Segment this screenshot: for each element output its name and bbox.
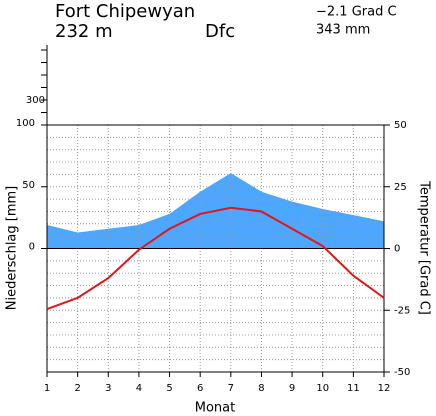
x-tick-label: 2 <box>74 383 80 394</box>
elevation: 232 m <box>55 21 113 42</box>
x-tick-label: 5 <box>166 383 172 394</box>
x-tick-label: 12 <box>378 383 391 394</box>
y2-tick-label: 0 <box>394 244 400 255</box>
y2-tick-label: 25 <box>394 182 407 193</box>
x-tick-label: 3 <box>105 383 111 394</box>
y2-tick-label: -50 <box>394 367 410 378</box>
x-tick-label: 7 <box>228 383 234 394</box>
x-tick-label: 11 <box>347 383 360 394</box>
y-axis-label: Niederschlag [mm] <box>5 186 20 311</box>
y2-tick-label: -25 <box>394 305 410 316</box>
y-tick-label: 50 <box>22 180 35 191</box>
temperature-line <box>46 206 385 310</box>
x-tick-label: 4 <box>136 383 142 394</box>
x-axis-label: Monat <box>195 401 235 416</box>
chart-title: Fort Chipewyan <box>55 1 195 22</box>
x-tick-label: 10 <box>316 383 329 394</box>
x-tick-label: 8 <box>258 383 264 394</box>
y2-tick-label: 50 <box>394 120 407 131</box>
x-tick-label: 9 <box>289 383 295 394</box>
x-tick-label: 6 <box>197 383 203 394</box>
y-tick-label: 0 <box>29 242 35 253</box>
y2-axis-label: Temperatur [Grad C] <box>417 180 432 315</box>
annual-precipitation: 343 mm <box>316 23 370 38</box>
y-tick-label: 100 <box>16 118 35 129</box>
y-tick-label: 300 <box>26 95 45 106</box>
x-tick-label: 1 <box>44 383 50 394</box>
climate-class: Dfc <box>205 21 235 42</box>
mean-temperature: −2.1 Grad C <box>316 5 397 20</box>
